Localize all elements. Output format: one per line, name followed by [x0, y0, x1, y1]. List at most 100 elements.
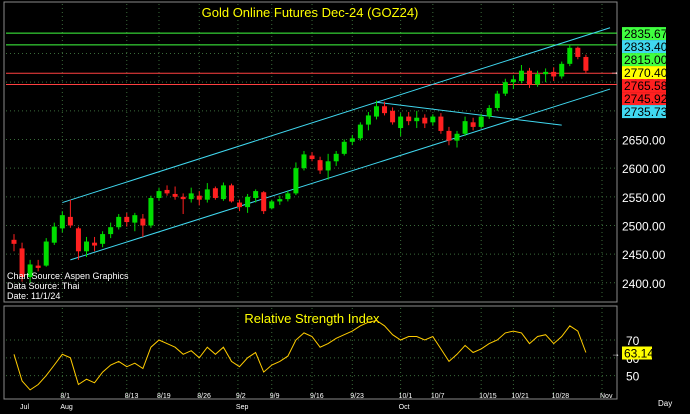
y-tick-label: 2450.00 — [622, 248, 666, 262]
candle-body — [583, 56, 589, 71]
x-tick-label: 8/26 — [197, 393, 211, 400]
candle — [527, 67, 533, 88]
rsi-panel — [3, 305, 618, 400]
candle-body — [390, 110, 396, 123]
x-unit-label: Day — [658, 399, 672, 408]
rsi-y-tick-label: 70 — [626, 334, 640, 348]
candle — [132, 212, 138, 232]
candle-body — [19, 248, 25, 278]
price-label: 2765.58 — [622, 79, 668, 93]
candle-body — [285, 193, 291, 200]
candle — [253, 189, 259, 203]
candle-body — [92, 242, 98, 246]
price-label-bg — [622, 92, 666, 106]
candle-body — [261, 192, 267, 212]
candle — [156, 187, 162, 201]
x-tick-label: 10/7 — [431, 393, 445, 400]
candle-body — [237, 202, 243, 208]
candle-body — [156, 191, 162, 198]
price-label: 2770.40 — [622, 66, 668, 80]
candle — [67, 199, 73, 228]
candle-body — [551, 71, 557, 77]
candle — [148, 195, 154, 228]
candle — [124, 212, 130, 227]
candle — [75, 226, 81, 260]
candle — [470, 117, 476, 131]
candle-body — [518, 70, 524, 82]
candle — [212, 186, 218, 200]
y-tick-label: 2550.00 — [622, 191, 666, 205]
candle — [43, 238, 49, 267]
x-tick-label: 8/13 — [125, 393, 139, 400]
price-label: 2745.92 — [622, 92, 668, 106]
channel-line — [62, 27, 611, 204]
price-panel — [3, 1, 618, 303]
candle — [204, 183, 210, 203]
price-label-text: 2770.40 — [624, 66, 668, 80]
candle — [373, 100, 379, 120]
candle — [51, 222, 57, 245]
chart-title: Gold Online Futures Dec-24 (GOZ24) — [202, 5, 419, 20]
candle-body — [228, 185, 234, 202]
candle-body — [67, 216, 73, 226]
price-label-text: 2835.67 — [624, 27, 668, 41]
candle-body — [124, 216, 130, 223]
candle-body — [341, 141, 347, 154]
candle — [575, 46, 581, 60]
candle — [140, 214, 146, 237]
candle-body — [309, 155, 315, 159]
candle-body — [196, 195, 202, 200]
candle — [269, 199, 275, 210]
candle-body — [140, 218, 146, 226]
candle-body — [188, 193, 194, 200]
month-label: Oct — [399, 404, 410, 411]
candle — [543, 68, 549, 83]
candle-body — [406, 116, 412, 122]
x-tick-label: 10/15 — [479, 393, 497, 400]
candle — [317, 156, 323, 174]
candle-body — [502, 82, 508, 94]
candle-body — [148, 197, 154, 226]
price-label: 2815.00 — [622, 53, 668, 67]
candle-body — [132, 215, 138, 223]
rsi-value-bg — [622, 346, 652, 360]
price-label-text: 2735.73 — [624, 105, 668, 119]
candle — [196, 191, 202, 206]
candle — [406, 111, 412, 126]
candle-body — [454, 133, 460, 141]
candle — [245, 193, 251, 213]
candle — [261, 191, 267, 215]
candle — [172, 186, 178, 200]
candle — [277, 195, 283, 205]
candle-body — [325, 161, 331, 171]
x-tick-label: 9/9 — [270, 393, 280, 400]
price-label-bg — [622, 66, 666, 80]
candle — [293, 162, 299, 196]
candle-body — [559, 63, 565, 77]
candle-body — [365, 115, 371, 125]
candle-body — [35, 265, 41, 268]
x-tick-label: 9/16 — [310, 393, 324, 400]
candle — [83, 236, 89, 258]
candle-body — [349, 138, 355, 142]
x-tick-label: Nov — [600, 393, 613, 400]
candle — [494, 90, 500, 111]
candle — [220, 182, 226, 201]
candle-body — [494, 93, 500, 108]
last-price-arrow-icon: → — [610, 67, 619, 77]
y-tick-label: 2600.00 — [622, 162, 666, 176]
x-tick-label: 10/1 — [399, 393, 413, 400]
candle — [510, 75, 516, 90]
rsi-title: Relative Strength Index — [244, 311, 380, 326]
candle — [237, 199, 243, 212]
candle-body — [245, 196, 251, 208]
candle — [188, 187, 194, 203]
candle — [567, 44, 573, 67]
price-label-text: 2833.40 — [624, 40, 668, 54]
candle-body — [27, 264, 33, 278]
candle-body — [301, 154, 307, 169]
y-tick-label: 2500.00 — [622, 219, 666, 233]
candle — [333, 150, 339, 166]
candle — [285, 191, 291, 202]
